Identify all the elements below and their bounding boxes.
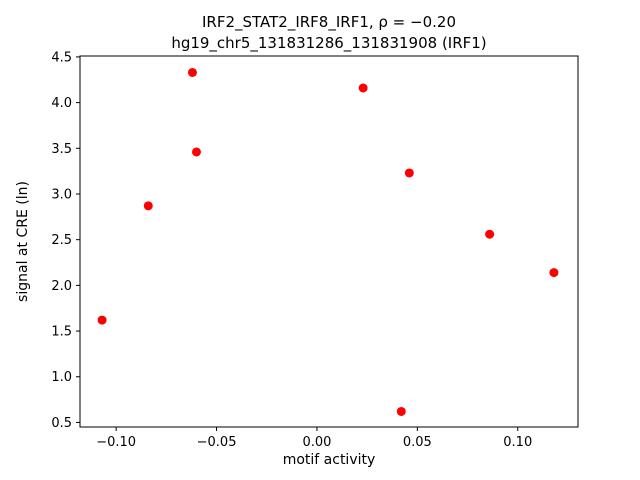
- x-tick-label: −0.10: [96, 435, 136, 450]
- x-tick-label: 0.00: [302, 435, 331, 450]
- x-tick-label: 0.10: [503, 435, 532, 450]
- chart-title: IRF2_STAT2_IRF8_IRF1, ρ = −0.20: [201, 13, 456, 31]
- data-point: [187, 67, 197, 77]
- data-point: [97, 315, 107, 325]
- data-point: [143, 201, 153, 211]
- y-tick-label: 2.5: [51, 233, 72, 248]
- x-axis-label: motif activity: [282, 452, 376, 468]
- x-tick-label: −0.05: [197, 435, 237, 450]
- x-tick-label: 0.05: [403, 435, 432, 450]
- data-point: [485, 229, 495, 239]
- data-point: [549, 268, 559, 278]
- y-tick-label: 3.0: [51, 187, 72, 202]
- chart-subtitle: hg19_chr5_131831286_131831908 (IRF1): [171, 34, 487, 52]
- y-tick-label: 4.5: [51, 50, 72, 65]
- plot-border: [79, 55, 579, 428]
- data-point: [358, 83, 368, 93]
- y-tick-label: 3.5: [51, 142, 72, 157]
- y-tick-label: 4.0: [51, 96, 72, 111]
- chart-title-block: IRF2_STAT2_IRF8_IRF1, ρ = −0.20 hg19_chr…: [80, 12, 578, 54]
- y-axis-label: signal at CRE (ln): [15, 181, 31, 302]
- y-tick-label: 2.0: [51, 279, 72, 294]
- data-point: [191, 147, 201, 157]
- data-point: [396, 406, 406, 416]
- y-tick-label: 0.5: [51, 416, 72, 431]
- data-point: [404, 168, 414, 178]
- y-tick-label: 1.5: [51, 325, 72, 340]
- y-tick-label: 1.0: [51, 370, 72, 385]
